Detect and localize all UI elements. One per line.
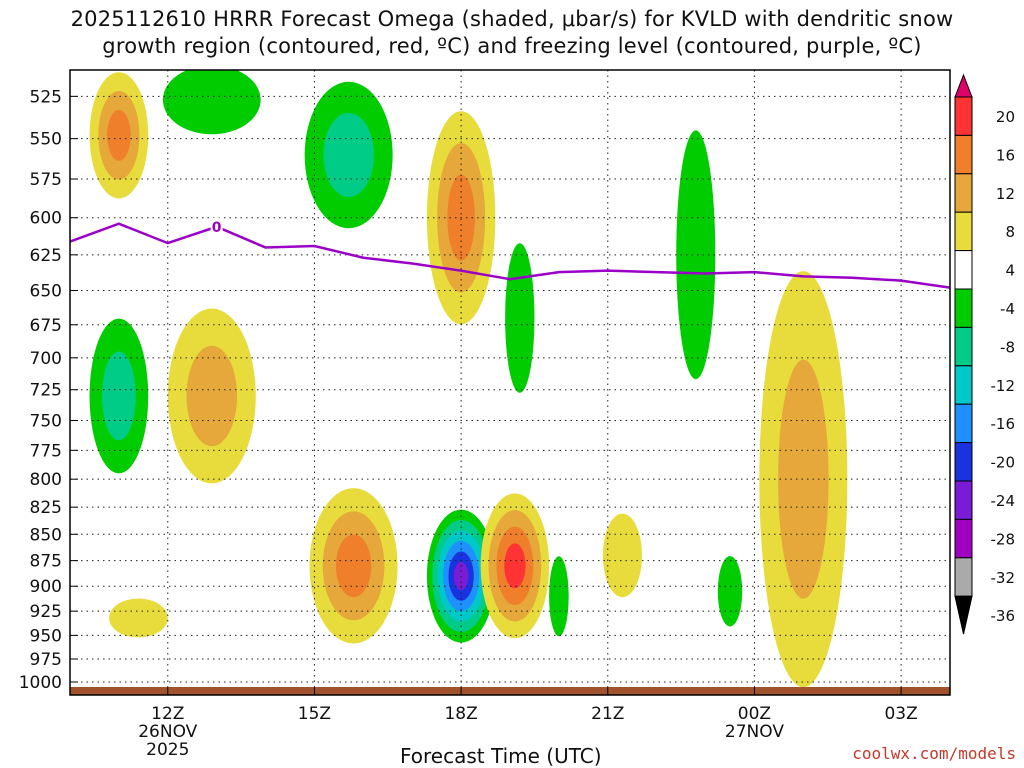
y-tick-label-875: 875 <box>30 552 62 572</box>
colorbar-segment-2 <box>954 134 973 175</box>
colorbar-label-4: 4 <box>1005 262 1015 280</box>
title-line-1: 2025112610 HRRR Forecast Omega (shaded, … <box>70 7 954 31</box>
colorbar-label-13: -36 <box>991 607 1016 625</box>
omega-shading <box>89 70 848 688</box>
colorbar-label-0: 20 <box>996 108 1015 126</box>
colorbar-label-10: -24 <box>991 492 1016 510</box>
x-tick-label-12Z-0: 12Z <box>151 704 184 724</box>
colorbar-label-2: 12 <box>996 185 1015 203</box>
y-tick-label-625: 625 <box>30 246 62 266</box>
y-tick-label-925: 925 <box>30 602 62 622</box>
ground-strip <box>70 687 950 695</box>
x-tick-label-00Z-1: 27NOV <box>725 722 784 742</box>
omega-feature-12-level-0 <box>602 513 642 598</box>
x-axis-title: Forecast Time (UTC) <box>400 744 602 768</box>
omega-feature-10-level-0 <box>505 243 535 393</box>
omega-feature-15-level-1 <box>778 359 829 599</box>
y-tick-label-850: 850 <box>30 525 62 545</box>
omega-feature-4-level-1 <box>186 345 238 447</box>
y-tick-label-675: 675 <box>30 316 62 336</box>
omega-feature-6-level-2 <box>335 534 372 598</box>
colorbar-top-arrow <box>954 73 973 98</box>
y-tick-label-950: 950 <box>30 626 62 646</box>
x-tick-label-12Z-1: 26NOV <box>138 722 197 742</box>
colorbar-label-9: -20 <box>991 454 1016 472</box>
y-tick-label-825: 825 <box>30 498 62 518</box>
x-tick-label-15Z-0: 15Z <box>298 704 331 724</box>
omega-feature-2-level-0 <box>109 598 168 638</box>
colorbar-label-3: 8 <box>1005 223 1015 241</box>
y-tick-label-550: 550 <box>30 130 62 150</box>
y-tick-label-750: 750 <box>30 412 62 432</box>
y-axis: 525 550 575 600 625 650 675 700 725 750 775 800 825 8… <box>19 87 78 693</box>
x-tick-label-12Z-2: 2025 <box>146 740 189 760</box>
colorbar-label-11: -28 <box>991 530 1016 548</box>
colorbar-segment-6 <box>954 288 973 328</box>
colorbar-label-1: 16 <box>996 146 1015 164</box>
title-line-2: growth region (contoured, red, ºC) and f… <box>102 34 922 58</box>
plot-frame <box>69 69 951 696</box>
omega-feature-9-level-3 <box>504 543 526 589</box>
colorbar-label-8: -16 <box>991 415 1016 433</box>
colorbar: 20 16 12 8 4 -4 -8 -12 -16 -20 -24 -28 -32 -36 <box>954 73 1016 635</box>
y-tick-label-650: 650 <box>30 281 62 301</box>
y-tick-label-725: 725 <box>30 381 62 401</box>
colorbar-segment-11 <box>954 480 973 520</box>
colorbar-segment-12 <box>954 518 973 559</box>
freezing-level-label: 0 <box>212 220 222 236</box>
omega-feature-5-level-1 <box>323 112 374 198</box>
x-tick-label-21Z-0: 21Z <box>591 704 624 724</box>
colorbar-segment-3 <box>954 173 973 213</box>
colorbar-label-6: -8 <box>1000 338 1015 356</box>
y-tick-label-600: 600 <box>30 209 62 229</box>
colorbar-label-12: -32 <box>991 569 1016 587</box>
omega-feature-13-level-0 <box>676 130 716 380</box>
colorbar-bottom-arrow <box>954 595 973 635</box>
y-tick-label-1000: 1000 <box>19 673 62 693</box>
colorbar-segment-8 <box>954 365 973 405</box>
x-tick-label-18Z-0: 18Z <box>444 704 477 724</box>
omega-feature-3-level-0 <box>162 70 261 135</box>
x-tick-label-03Z-0: 03Z <box>884 704 917 724</box>
x-tick-label-00Z-0: 00Z <box>738 704 771 724</box>
omega-feature-14-level-0 <box>717 556 743 627</box>
colorbar-segment-10 <box>954 442 973 482</box>
colorbar-segment-4 <box>954 211 973 252</box>
grid-lines <box>70 70 950 695</box>
y-tick-label-700: 700 <box>30 349 62 369</box>
credit-link[interactable]: coolwx.com/models <box>852 744 1016 763</box>
y-tick-label-575: 575 <box>30 170 62 190</box>
chart-title: 2025112610 HRRR Forecast Omega (shaded, … <box>0 6 1024 60</box>
colorbar-label-5: -4 <box>1000 300 1015 318</box>
colorbar-segment-7 <box>954 326 973 367</box>
colorbar-segment-13 <box>954 557 973 597</box>
freezing-level-contour: 0 <box>70 217 950 289</box>
freezing-label-bg <box>210 217 223 234</box>
y-tick-label-525: 525 <box>30 87 62 107</box>
omega-feature-1-level-1 <box>102 351 136 441</box>
omega-feature-11-level-0 <box>549 556 569 637</box>
omega-feature-0-level-2 <box>107 109 131 161</box>
colorbar-segment-1 <box>954 96 973 136</box>
colorbar-label-7: -12 <box>991 377 1016 395</box>
y-tick-label-775: 775 <box>30 441 62 461</box>
y-tick-label-900: 900 <box>30 577 62 597</box>
colorbar-segment-9 <box>954 403 973 444</box>
y-tick-label-800: 800 <box>30 470 62 490</box>
y-tick-label-975: 975 <box>30 650 62 670</box>
colorbar-segment-5 <box>954 250 973 290</box>
